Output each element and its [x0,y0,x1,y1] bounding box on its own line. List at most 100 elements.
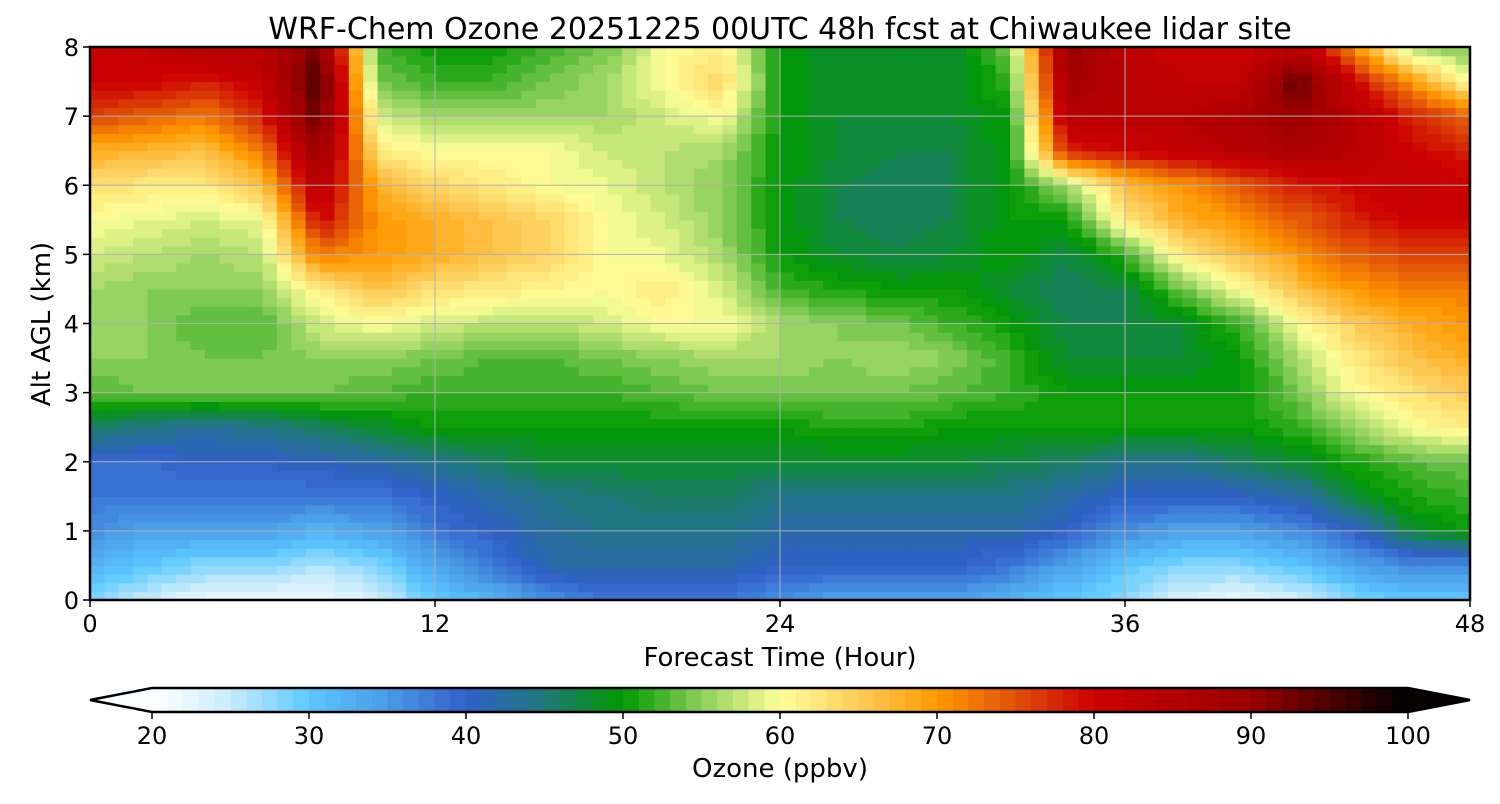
heatmap-cell [1383,487,1399,497]
heatmap-cell [90,167,105,178]
heatmap-cell [449,332,465,342]
heatmap-cell [1441,358,1457,368]
heatmap-cell [1153,288,1169,299]
heatmap-cell [377,254,393,264]
heatmap-cell [506,185,522,195]
heatmap-cell [909,392,925,402]
heatmap-cell [1211,427,1227,437]
heatmap-cell [751,392,767,402]
heatmap-cell [751,487,767,497]
heatmap-cell [578,323,594,333]
heatmap-cell [233,409,249,420]
heatmap-cell [435,211,450,221]
heatmap-cell [1340,314,1356,325]
heatmap-cell [1139,504,1155,515]
heatmap-cell [952,487,968,497]
heatmap-cell [1053,211,1069,221]
heatmap-cell [118,375,134,385]
heatmap-cell [248,288,264,299]
heatmap-cell [320,539,335,549]
heatmap-cell [1311,202,1327,212]
heatmap-cell [981,245,997,255]
heatmap-cell [1355,591,1370,601]
heatmap-cell [1096,435,1112,446]
heatmap-cell [190,280,206,290]
heatmap-cell [952,271,968,281]
heatmap-cell [1153,150,1169,160]
heatmap-cell [492,349,508,359]
heatmap-cell [693,582,709,592]
heatmap-cell [1369,591,1385,601]
heatmap-cell [1398,254,1414,264]
heatmap-cell [320,504,335,515]
heatmap-cell [895,530,910,541]
heatmap-cell [90,245,105,255]
heatmap-cell [1153,271,1169,281]
heatmap-cell [219,487,235,497]
heatmap-cell [722,228,738,238]
heatmap-cell [1038,280,1054,290]
heatmap-cell [895,297,910,307]
heatmap-cell [1268,375,1284,385]
heatmap-cell [1254,219,1270,230]
heatmap-cell [607,461,623,471]
heatmap-cell [1340,479,1356,489]
heatmap-cell [463,245,479,255]
heatmap-cell [938,297,954,307]
heatmap-cell [1326,522,1342,532]
heatmap-cell [233,539,249,549]
heatmap-cell [262,306,278,316]
heatmap-cell [1196,453,1212,463]
heatmap-cell [593,582,609,592]
heatmap-cell [478,193,494,204]
heatmap-cell [161,496,177,506]
heatmap-cell [909,409,925,420]
heatmap-cell [205,383,220,394]
heatmap-cell [693,487,709,497]
heatmap-cell [262,150,278,160]
heatmap-cell [851,401,867,411]
heatmap-cell [1441,176,1457,186]
heatmap-cell [449,530,465,541]
heatmap-cell [276,176,292,186]
heatmap-cell [90,288,105,299]
heatmap-cell [1412,409,1428,420]
heatmap-cell [1081,470,1097,480]
heatmap-cell [593,340,609,351]
heatmap-cell [1268,263,1284,273]
heatmap-cell [391,150,407,160]
heatmap-cell [1254,582,1270,592]
heatmap-cell [463,228,479,238]
heatmap-cell [492,159,508,169]
heatmap-cell [363,522,379,532]
heatmap-cell [1240,530,1255,541]
heatmap-cell [650,401,666,411]
heatmap-cell [305,574,321,584]
heatmap-cell [1139,427,1155,437]
heatmap-cell [665,340,680,351]
heatmap-cell [923,340,939,351]
heatmap-cell [1283,513,1299,523]
heatmap-cell [1125,427,1140,437]
heatmap-cell [1412,418,1428,428]
heatmap-cell [147,574,163,584]
heatmap-cell [248,444,264,454]
heatmap-cell [1455,479,1471,489]
heatmap-cell [1010,219,1025,230]
heatmap-cell [1326,288,1342,299]
heatmap-cell [406,470,422,480]
heatmap-cell [1153,565,1169,575]
heatmap-cell [578,522,594,532]
heatmap-cell [1096,548,1112,558]
heatmap-cell [665,427,680,437]
heatmap-cell [837,375,853,385]
heatmap-cell [1355,211,1370,221]
heatmap-cell [1139,340,1155,351]
heatmap-cell [1038,219,1054,230]
heatmap-cell [1455,574,1471,584]
heatmap-cell [1081,314,1097,325]
heatmap-cell [708,340,724,351]
heatmap-cell [1369,522,1385,532]
heatmap-cell [593,297,609,307]
heatmap-cell [1010,409,1025,420]
